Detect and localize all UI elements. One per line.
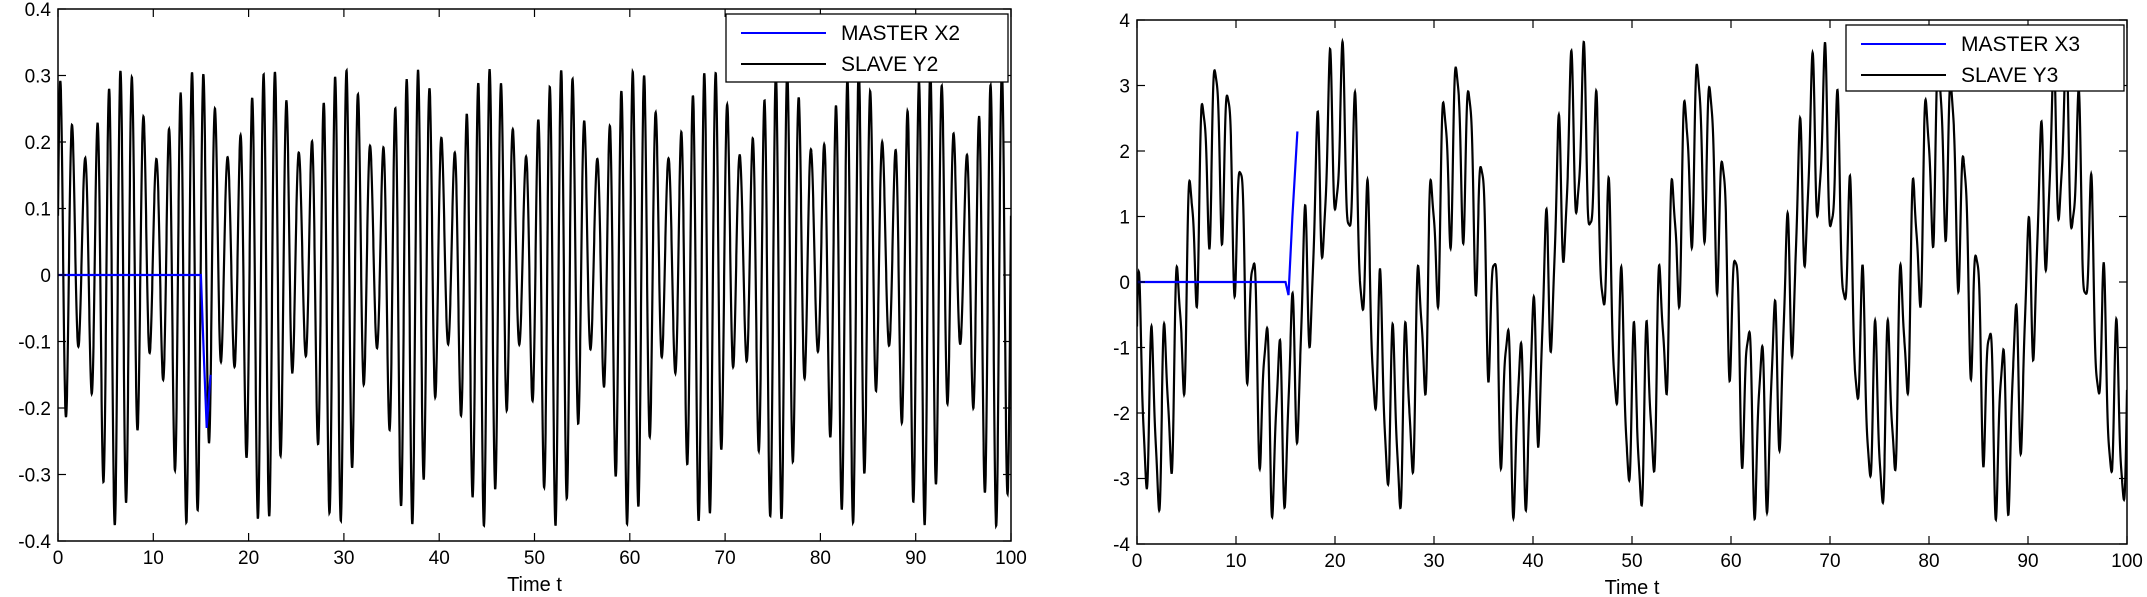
chart-panel-1: 0 10 20 30 40 50 60 70 80 90 100 -0.4 -0.3 -0.2 -0.1 0 0… [18, 0, 1027, 596]
x-tick-label: 100 [995, 548, 1027, 569]
y-tick-label: -0.4 [18, 532, 51, 553]
y-tick-label: -0.3 [18, 466, 51, 487]
x-tick-label: 60 [1720, 551, 1741, 572]
x-tick-label: 90 [2017, 551, 2038, 572]
y-tick-label: 3 [1119, 77, 1130, 98]
series-slave-line [1137, 37, 2127, 523]
y-tick-label: -4 [1113, 535, 1130, 556]
x-tick-label: 90 [905, 548, 926, 569]
series-master-line [1137, 131, 1299, 296]
series-master-line [58, 273, 212, 428]
legend-label-master: MASTER X3 [1961, 33, 2080, 56]
x-tick-label: 0 [1132, 551, 1143, 572]
y-tick-label: 0.3 [25, 67, 51, 88]
legend-box [1845, 24, 2125, 92]
y-tick-label: -0.1 [18, 333, 51, 354]
x-axis-label: Time t [507, 574, 562, 596]
legend-label-slave: SLAVE Y3 [1961, 64, 2058, 87]
x-tick-label: 10 [1225, 551, 1246, 572]
y-tick-label: 0 [40, 266, 51, 287]
y-tick-label: -2 [1113, 404, 1130, 425]
x-tick-label: 10 [143, 548, 164, 569]
chart-panel-2: 0 10 20 30 40 50 60 70 80 90 100 -4 -3 -2 -1 0 1 2 3 4 Time … [1113, 11, 2143, 597]
x-tick-label: 40 [1522, 551, 1543, 572]
x-tick-label: 30 [1423, 551, 1444, 572]
x-tick-label: 100 [2111, 551, 2143, 572]
y-tick-label: 0.4 [25, 0, 52, 21]
x-tick-label: 20 [238, 548, 259, 569]
series-slave-line [58, 67, 1011, 530]
y-tick-label: 4 [1119, 11, 1130, 32]
x-tick-label: 0 [53, 548, 64, 569]
x-tick-label: 50 [1621, 551, 1642, 572]
y-tick-label: -3 [1113, 470, 1130, 491]
y-tick-label: 1 [1119, 208, 1130, 229]
legend-box [725, 13, 1009, 83]
x-tick-label: 70 [715, 548, 736, 569]
y-tick-label: 2 [1119, 142, 1130, 163]
x-tick-label: 80 [1918, 551, 1939, 572]
x-axis-label: Time t [1605, 577, 1660, 597]
y-tick-label: 0.2 [25, 133, 51, 154]
x-tick-label: 70 [1819, 551, 1840, 572]
x-tick-label: 20 [1324, 551, 1345, 572]
legend-label-master: MASTER X2 [841, 22, 960, 45]
legend-label-slave: SLAVE Y2 [841, 53, 938, 76]
x-tick-label: 30 [333, 548, 354, 569]
y-tick-label: 0 [1119, 273, 1130, 294]
x-tick-label: 60 [619, 548, 640, 569]
y-tick-label: -0.2 [18, 399, 51, 420]
x-tick-label: 40 [429, 548, 450, 569]
x-tick-label: 80 [810, 548, 831, 569]
y-tick-label: -1 [1113, 339, 1130, 360]
x-tick-label: 50 [524, 548, 545, 569]
y-tick-label: 0.1 [25, 200, 51, 221]
